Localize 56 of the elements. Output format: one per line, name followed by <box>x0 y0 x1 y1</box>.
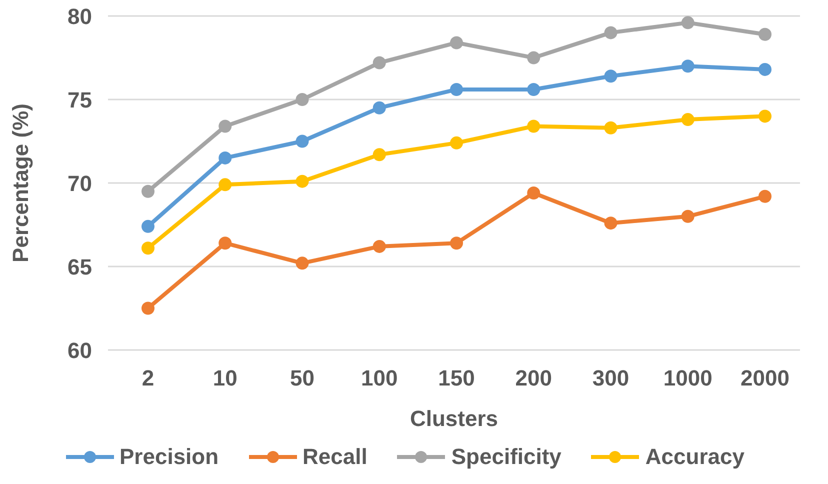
y-tick-label: 60 <box>68 338 92 363</box>
point <box>142 184 154 198</box>
point <box>372 101 386 114</box>
point <box>372 148 386 162</box>
point <box>296 134 309 148</box>
y-tick-label: 75 <box>68 87 92 112</box>
point <box>681 113 694 126</box>
legend-label: Precision <box>118 444 219 470</box>
point <box>681 60 694 73</box>
point <box>604 26 618 40</box>
point <box>604 216 618 230</box>
x-tick-label: 300 <box>592 366 630 391</box>
y-tick-label: 80 <box>68 4 92 29</box>
legend-label: Accuracy <box>644 444 744 470</box>
point <box>218 236 232 250</box>
x-tick-label: 2 <box>142 366 154 391</box>
point <box>527 82 540 96</box>
point <box>527 186 540 200</box>
point <box>681 16 694 30</box>
point <box>681 210 694 223</box>
y-tick-label: 70 <box>68 170 92 196</box>
point <box>218 178 232 192</box>
x-tick-label: 50 <box>290 366 314 391</box>
x-tick-label: 100 <box>361 366 398 391</box>
point <box>604 121 618 134</box>
x-tick-label: 150 <box>438 366 475 391</box>
x-tick-label: 10 <box>212 366 238 391</box>
x-axis-title: Clusters <box>410 406 498 431</box>
x-tick-label: 200 <box>515 366 552 391</box>
x-tick-label: 2000 <box>740 366 790 391</box>
point <box>296 256 309 270</box>
legend-label: Recall <box>302 444 368 470</box>
legend-label: Specificity <box>450 444 562 470</box>
point <box>142 242 154 255</box>
point <box>296 93 309 106</box>
point <box>372 56 386 70</box>
point <box>218 151 232 164</box>
point <box>142 302 154 315</box>
x-tick-label: 1000 <box>663 366 712 391</box>
point <box>758 62 772 76</box>
point <box>450 36 463 50</box>
point <box>758 190 772 203</box>
point <box>450 136 463 150</box>
point <box>604 70 618 83</box>
point <box>450 82 463 96</box>
y-axis-title: Percentage (%) <box>8 104 33 262</box>
point <box>527 120 540 133</box>
point <box>296 174 309 188</box>
point <box>218 120 232 133</box>
point <box>527 51 540 64</box>
point <box>372 240 386 253</box>
point <box>758 110 772 123</box>
point <box>758 28 772 41</box>
point <box>450 236 463 250</box>
y-tick-label: 65 <box>68 254 92 280</box>
point <box>142 220 154 233</box>
